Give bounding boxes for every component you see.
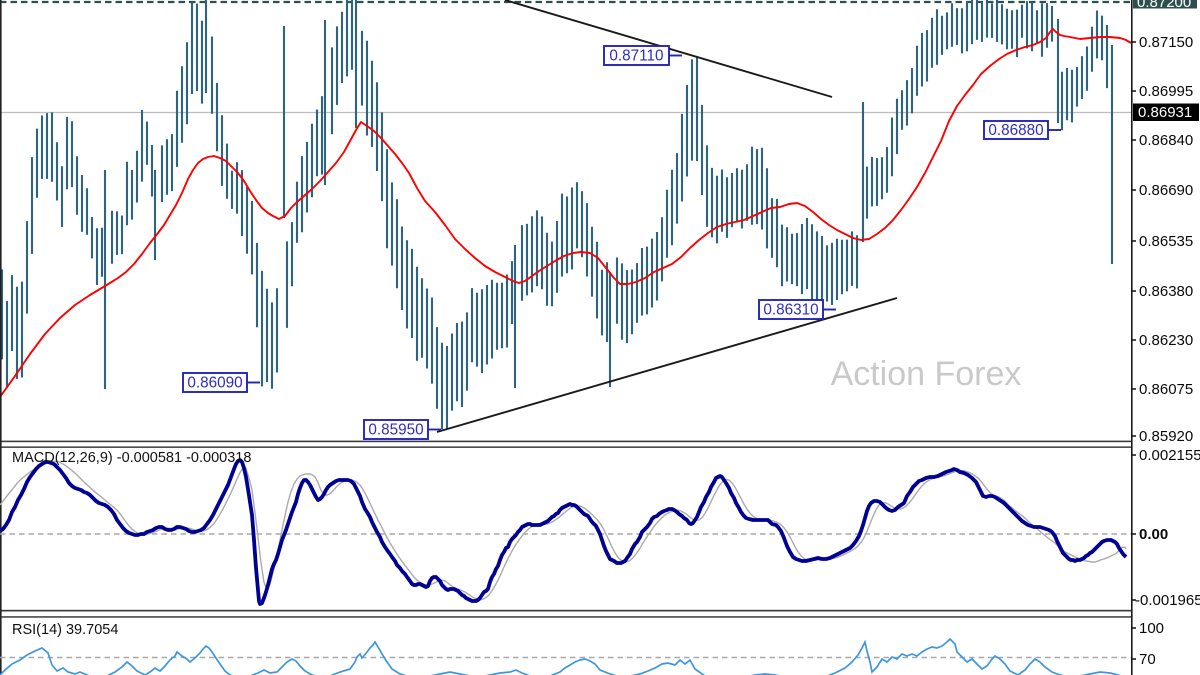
svg-text:0.002155: 0.002155 (1139, 447, 1200, 464)
svg-text:100: 100 (1139, 620, 1164, 637)
svg-text:0.86090: 0.86090 (187, 375, 242, 392)
svg-text:0.86075: 0.86075 (1139, 381, 1193, 398)
svg-text:0.86690: 0.86690 (1139, 182, 1193, 199)
svg-text:0.86310: 0.86310 (763, 302, 818, 319)
svg-text:0.86880: 0.86880 (988, 122, 1043, 139)
svg-text:0.00: 0.00 (1139, 526, 1168, 543)
svg-text:0.86230: 0.86230 (1139, 332, 1193, 349)
svg-text:70: 70 (1139, 651, 1156, 668)
svg-text:Action Forex: Action Forex (831, 355, 1022, 393)
svg-text:0.86840: 0.86840 (1139, 132, 1193, 149)
svg-text:0.86931: 0.86931 (1138, 104, 1192, 121)
svg-text:0.86380: 0.86380 (1139, 283, 1193, 300)
svg-text:0.87200: 0.87200 (1137, 0, 1191, 11)
svg-text:0.87150: 0.87150 (1139, 34, 1193, 51)
svg-text:-0.001965: -0.001965 (1135, 592, 1200, 609)
svg-text:0.87110: 0.87110 (609, 48, 663, 65)
svg-text:0.85950: 0.85950 (368, 422, 423, 439)
svg-text:0.85920: 0.85920 (1139, 428, 1193, 445)
svg-text:RSI(14) 39.7054: RSI(14) 39.7054 (12, 622, 118, 638)
svg-text:0.86535: 0.86535 (1139, 233, 1193, 250)
svg-text:0.86995: 0.86995 (1139, 83, 1193, 100)
svg-text:MACD(12,26,9) -0.000581 -0.000: MACD(12,26,9) -0.000581 -0.000318 (12, 450, 251, 466)
